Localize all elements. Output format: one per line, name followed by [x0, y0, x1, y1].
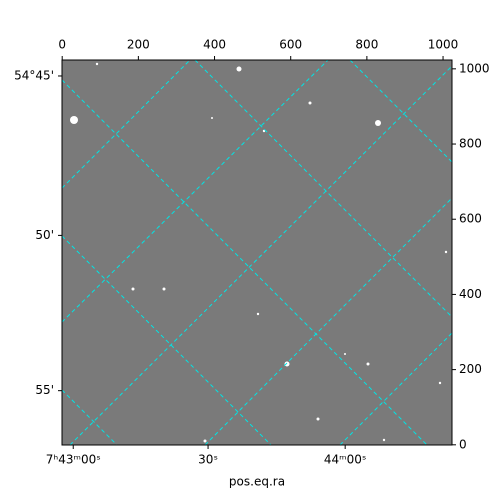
star: [70, 116, 78, 124]
y-tick-label: 0: [459, 437, 467, 451]
star: [366, 362, 370, 366]
x-axis-label: pos.eq.ra: [229, 475, 285, 489]
star: [284, 361, 290, 367]
grid-line: [194, 59, 453, 318]
x-tick-label: 200: [127, 38, 150, 52]
y-tick-label: 200: [459, 362, 482, 376]
x-tick-label: 800: [355, 38, 378, 52]
grid-line: [61, 79, 428, 446]
y-tick-label: 400: [459, 287, 482, 301]
grid-line: [61, 59, 191, 189]
star: [203, 439, 207, 443]
star: [308, 101, 312, 105]
star: [375, 120, 381, 126]
star: [344, 353, 346, 355]
image: [62, 60, 452, 445]
grid-line: [69, 65, 453, 446]
star: [438, 381, 442, 385]
stars: [70, 62, 448, 443]
star: [444, 250, 448, 254]
y-tick-label: 800: [459, 137, 482, 151]
grid-line: [61, 389, 118, 446]
star: [236, 66, 242, 72]
coordinate-grid: [61, 59, 453, 446]
star: [95, 62, 99, 66]
x-tick-label: 600: [279, 38, 302, 52]
grid-line: [349, 59, 453, 163]
dec-tick-label: 54°45': [14, 68, 54, 82]
dec-tick-label: 50': [35, 228, 54, 242]
star: [316, 417, 320, 421]
x-tick-label: 1000: [428, 38, 459, 52]
frame: [61, 59, 453, 446]
star: [382, 438, 386, 442]
grid-line: [204, 197, 453, 446]
grid-line: [61, 59, 329, 323]
y-tick-label: 600: [459, 212, 482, 226]
x-tick-label: 400: [203, 38, 226, 52]
grid-line: [61, 235, 272, 446]
star: [256, 312, 260, 316]
star: [162, 287, 166, 291]
ra-tick-label: 44ᵐ00ˢ: [324, 453, 367, 467]
y-tick-label: 1000: [459, 61, 490, 75]
dec-tick-label: 55': [35, 383, 54, 397]
star: [262, 129, 266, 133]
star: [131, 287, 135, 291]
star: [211, 117, 213, 119]
ra-tick-label: 30ˢ: [198, 453, 218, 467]
ra-tick-label: 7ʰ43ᵐ00ˢ: [46, 453, 101, 467]
x-tick-label: 0: [58, 38, 66, 52]
grid-line: [339, 332, 453, 446]
